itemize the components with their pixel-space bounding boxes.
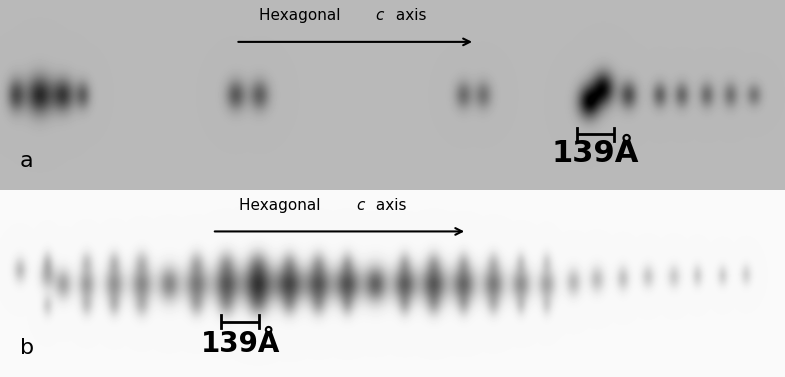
Text: 139Å: 139Å [551,138,639,167]
Text: a: a [20,151,33,171]
Text: axis: axis [391,8,426,23]
Text: $c$: $c$ [375,8,385,23]
Text: axis: axis [371,198,407,213]
Text: $c$: $c$ [356,198,366,213]
Text: Hexagonal: Hexagonal [259,8,345,23]
Text: 139Å: 139Å [200,330,280,358]
Text: b: b [20,338,34,358]
Text: Hexagonal: Hexagonal [239,198,326,213]
